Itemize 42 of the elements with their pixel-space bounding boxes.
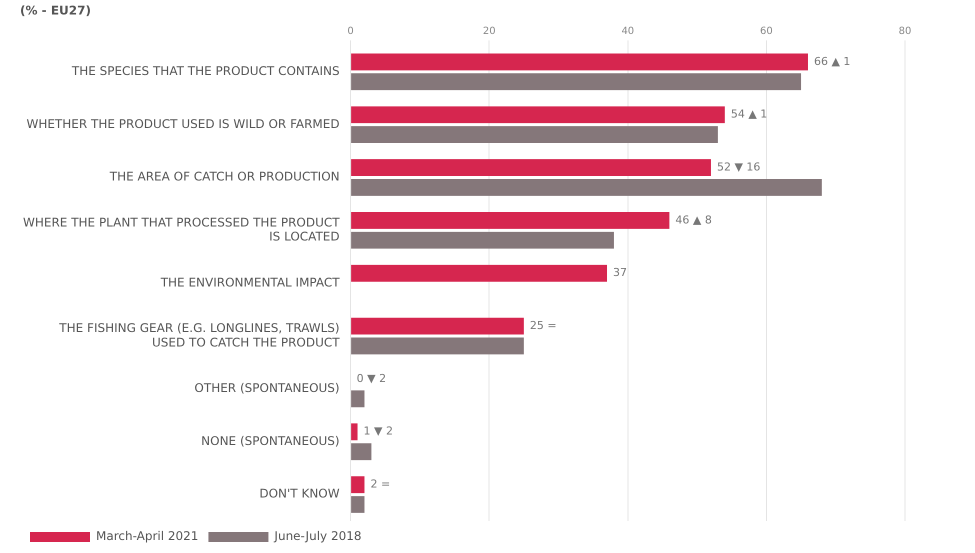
y-tick-label: THE FISHING GEAR (E.G. LONGLINES, TRAWLS) USED TO CATCH THE PRODUCT [58, 320, 340, 350]
x-tick-label: 20 [482, 26, 496, 37]
bar [351, 126, 718, 143]
data-label: 54 ▲ 1 [730, 108, 768, 121]
data-label: 25 = [530, 318, 557, 332]
bar [351, 390, 364, 408]
y-tick-label: THE SPECIES THAT THE PRODUCT CONTAINS [70, 64, 340, 78]
bar [351, 476, 364, 494]
y-tick-label: WHETHER THE PRODUCT USED IS WILD OR FARMED [26, 116, 340, 131]
data-label: 52 ▼ 16 [716, 160, 760, 174]
data-label: 37 [613, 266, 628, 280]
y-tick-label: WHERE THE PLANT THAT PROCESSED THE PRODUCT IS LOCATED [22, 215, 340, 244]
y-tick-label: OTHER (SPONTANEOUS) [194, 381, 340, 396]
bar [351, 73, 802, 90]
y-tick-label: THE AREA OF CATCH OR PRODUCTION [108, 170, 340, 184]
data-label: 0 ▼ 2 [356, 372, 386, 385]
data-label: 2 = [370, 478, 390, 491]
bar [351, 179, 822, 196]
bar [351, 53, 808, 70]
legend-label: June-July 2018 [273, 529, 362, 544]
bar [351, 106, 725, 124]
x-tick-label: 80 [898, 26, 912, 37]
y-tick-label: NONE (SPONTANEOUS) [201, 434, 340, 448]
bar [351, 318, 524, 335]
x-tick-label: 0 [347, 26, 354, 37]
bar [351, 423, 358, 440]
x-tick-label: 60 [760, 26, 773, 37]
bar [351, 232, 614, 249]
y-tick-label: DON'T KNOW [259, 486, 340, 501]
data-label: 1 ▼ 2 [364, 424, 393, 438]
bar [351, 212, 670, 229]
bar [351, 496, 364, 513]
legend-label: March-April 2021 [96, 529, 198, 544]
bar [351, 159, 711, 176]
bar [351, 338, 524, 354]
data-label: 66 ▲ 1 [814, 54, 850, 68]
y-tick-label: THE ENVIRONMENTAL IMPACT [160, 275, 340, 290]
bar [351, 264, 608, 282]
bar [351, 443, 372, 460]
data-label: 46 ▲ 8 [675, 213, 712, 226]
text: (% - EU27) [20, 3, 91, 18]
x-tick-label: 40 [621, 26, 634, 37]
